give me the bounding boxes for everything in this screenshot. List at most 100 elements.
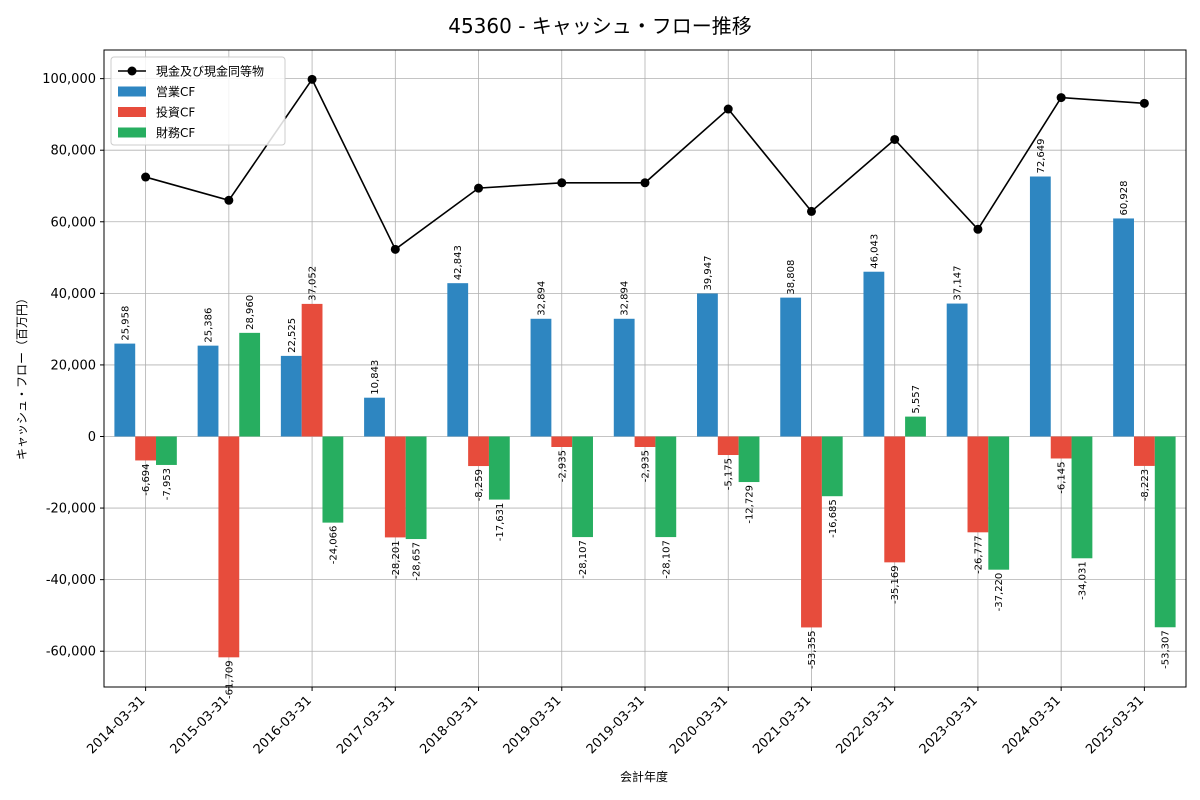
y-tick-label: 40,000 <box>51 287 97 302</box>
bar-2-9 <box>884 436 906 563</box>
y-tick-label: -60,000 <box>46 645 96 660</box>
bar-1-11 <box>1029 176 1051 437</box>
legend-bar-swatch <box>118 107 146 117</box>
y-tick-label: 60,000 <box>51 215 97 230</box>
bar-value-label: -8,259 <box>474 469 485 501</box>
bar-value-label: -8,223 <box>1140 469 1151 501</box>
bar-3-3 <box>405 436 427 540</box>
bar-value-label: -28,201 <box>391 540 402 579</box>
cash-balance-point <box>224 195 234 205</box>
bar-value-label: -53,355 <box>807 630 818 669</box>
bar-value-label: -12,729 <box>745 485 756 524</box>
bar-value-label: 42,843 <box>453 245 464 280</box>
bar-2-6 <box>634 436 656 447</box>
bar-2-11 <box>1050 436 1072 459</box>
y-tick-label: -40,000 <box>46 573 96 588</box>
x-tick-label: 2016-03-31 <box>251 693 315 757</box>
bar-1-0 <box>114 343 136 437</box>
bar-value-label: 5,557 <box>911 385 922 414</box>
bar-3-7 <box>738 436 760 483</box>
x-axis: 2014-03-31 2015-03-31 2016-03-31 2017-03-31… <box>84 687 1147 757</box>
x-tick-label: 2018-03-31 <box>417 693 481 757</box>
y-axis: -60,000 -40,000 -20,000 0 20,000 40,000 60,000… <box>42 72 104 660</box>
bar-1-4 <box>447 283 469 437</box>
y-tick-label: 80,000 <box>51 144 97 159</box>
bar-value-label: 10,843 <box>370 360 381 395</box>
cash-balance-point <box>973 224 983 234</box>
bar-value-labels: 25,958 25,386 22,525 10,843 42,843 32,894 32,8… <box>120 139 1171 699</box>
bar-3-12 <box>1154 436 1176 628</box>
bar-value-label: 22,525 <box>287 318 298 353</box>
bar-value-label: 37,052 <box>308 266 319 301</box>
legend-label: 投資CF <box>156 105 195 120</box>
bar-1-1 <box>197 345 219 437</box>
x-tick-label: 2023-03-31 <box>917 693 981 757</box>
cash-balance-point <box>390 244 400 254</box>
bar-2-4 <box>468 436 489 467</box>
bar-value-label: 46,043 <box>869 234 880 269</box>
bar-value-label: 39,947 <box>703 256 714 291</box>
cash-balance-point <box>806 206 816 216</box>
bar-1-12 <box>1113 218 1134 437</box>
bar-value-label: 60,928 <box>1119 180 1130 215</box>
cash-balance-point <box>1056 93 1066 103</box>
y-tick-label: 20,000 <box>51 358 97 373</box>
bar-2-3 <box>384 436 406 538</box>
bar-2-7 <box>717 436 739 456</box>
grid-lines <box>104 50 1186 687</box>
bar-1-10 <box>946 303 968 437</box>
bar-value-label: 32,894 <box>536 281 547 316</box>
bar-2-8 <box>801 436 822 628</box>
bar-1-2 <box>280 355 302 437</box>
bar-value-label: 72,649 <box>1036 139 1047 174</box>
x-tick-label: 2019-03-31 <box>584 693 648 757</box>
bar-value-label: 28,960 <box>245 295 256 330</box>
cash-balance-point <box>141 172 151 182</box>
bar-3-11 <box>1071 436 1093 559</box>
x-tick-label: 2015-03-31 <box>168 693 232 757</box>
bar-value-label: -28,657 <box>412 542 423 581</box>
bar-1-8 <box>780 297 802 437</box>
x-tick-label: 2024-03-31 <box>1000 693 1064 757</box>
bar-value-label: -28,107 <box>578 540 589 579</box>
bar-value-label: 25,386 <box>204 308 215 343</box>
bar-3-10 <box>988 436 1010 570</box>
bar-2-1 <box>218 436 240 658</box>
legend-bar-swatch <box>118 86 146 97</box>
y-tick-label: -20,000 <box>46 502 96 517</box>
bar-3-6 <box>655 436 677 538</box>
bar-2-10 <box>967 436 989 533</box>
y-axis-label: キャッシュ・フロー（百万円） <box>15 292 29 460</box>
y-tick-label: 100,000 <box>42 72 96 87</box>
y-tick-label: 0 <box>88 430 96 445</box>
bar-3-1 <box>239 332 261 437</box>
cash-balance-point <box>557 178 567 188</box>
bar-3-5 <box>572 436 593 538</box>
cash-balance-point <box>890 134 900 144</box>
cash-balance-line <box>141 74 1149 254</box>
cash-balance-point <box>723 104 733 114</box>
bar-value-label: -17,631 <box>495 503 506 542</box>
x-tick-label: 2017-03-31 <box>334 693 398 757</box>
bar-2-0 <box>135 436 157 461</box>
bar-1-9 <box>863 271 885 437</box>
legend-marker-swatch <box>127 66 137 76</box>
x-tick-label: 2022-03-31 <box>833 693 897 757</box>
bar-3-4 <box>488 436 510 500</box>
bar-value-label: -16,685 <box>828 499 839 538</box>
bar-1-5 <box>530 318 552 437</box>
bar-value-label: -61,709 <box>224 660 235 699</box>
bar-3-9 <box>905 416 926 437</box>
bar-value-label: 25,958 <box>120 306 131 341</box>
bars <box>114 176 1176 658</box>
x-tick-label: 2021-03-31 <box>750 693 814 757</box>
x-tick-label: 2014-03-31 <box>84 693 148 757</box>
chart-title: 45360 - キャッシュ・フロー推移 <box>448 14 752 38</box>
cash-balance-point <box>307 74 317 84</box>
cash-balance-point <box>640 178 650 188</box>
bar-value-label: -35,169 <box>890 565 901 604</box>
legend-bar-swatch <box>118 127 146 138</box>
bar-value-label: -34,031 <box>1077 561 1088 600</box>
